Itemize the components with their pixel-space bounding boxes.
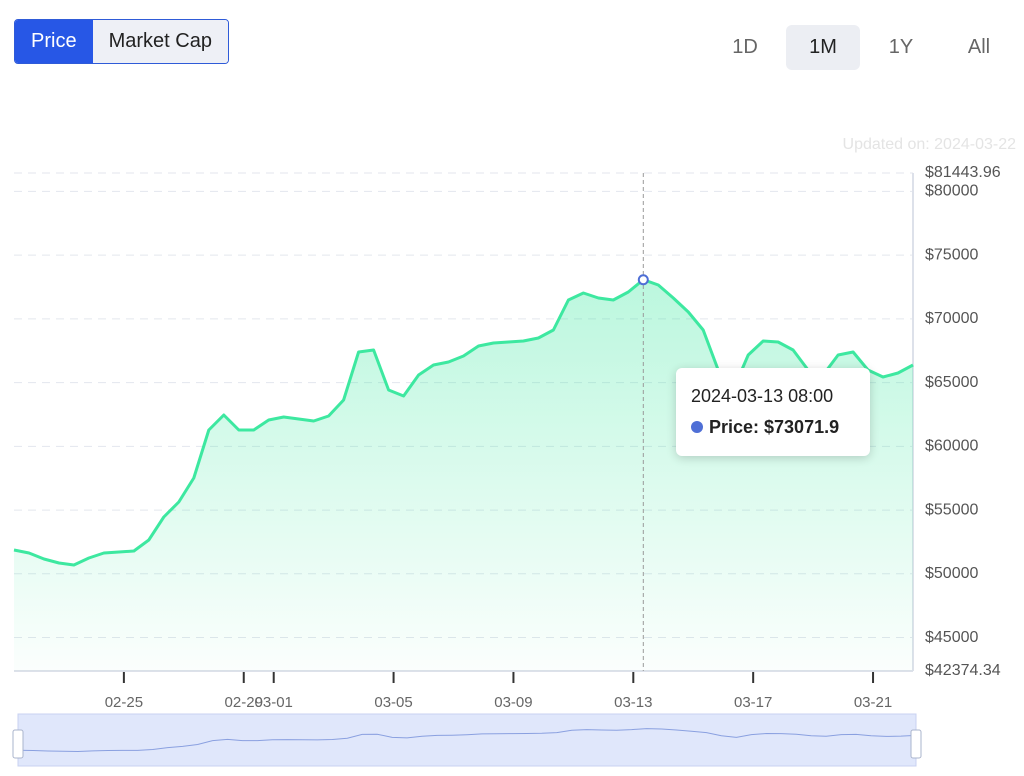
x-tick-label: 03-21 [854,694,892,711]
range-button[interactable]: All [967,36,991,58]
x-tick-label: 03-05 [374,694,412,711]
tooltip-row: Price: $73071.9 [691,417,839,438]
y-tick-label: $50000 [925,565,978,582]
y-tick-label: $80000 [925,183,978,200]
y-tick-label: $60000 [925,438,978,455]
range-button[interactable]: 1D [732,36,758,58]
tooltip: 2024-03-13 08:00 Price: $73071.9 [676,368,870,456]
range-group: 1D 1M 1Y All [708,25,1016,70]
y-tick-label: $70000 [925,310,978,327]
tab-button[interactable]: Market Cap [92,20,228,63]
y-tick-label: $81443.96 [925,164,1001,181]
range-button[interactable]: 1Y [888,36,914,58]
tooltip-text: Price: $73071.9 [709,417,840,437]
line [13,278,914,567]
y-tick-label: $55000 [925,501,978,518]
y-tick-label: $45000 [925,629,978,646]
navigator-line [17,728,917,753]
x-tick-label: 02-29 [225,694,263,711]
navigator-handle [910,729,922,759]
tooltip-dot [691,421,703,433]
x-tick-label: 02-25 [105,694,143,711]
navigator [17,713,917,767]
y-tick-label: $42374.34 [925,662,1001,679]
area [14,279,913,671]
tab-button[interactable]: Price [15,20,93,63]
x-tick-label: 03-13 [614,694,652,711]
hover-point [637,274,649,286]
x-tick-label: 03-01 [255,694,293,711]
y-tick-label: $65000 [925,374,978,391]
tab-group: Price Market Cap [14,19,229,64]
navigator-handle [12,729,24,759]
tooltip-title: 2024-03-13 08:00 [691,386,834,406]
y-tick-label: $75000 [925,246,978,263]
updated-label: Updated on: 2024-03-22 [843,136,1017,153]
x-tick-label: 03-17 [734,694,772,711]
range-button[interactable]: 1M [786,25,860,70]
x-tick-label: 03-09 [494,694,532,711]
